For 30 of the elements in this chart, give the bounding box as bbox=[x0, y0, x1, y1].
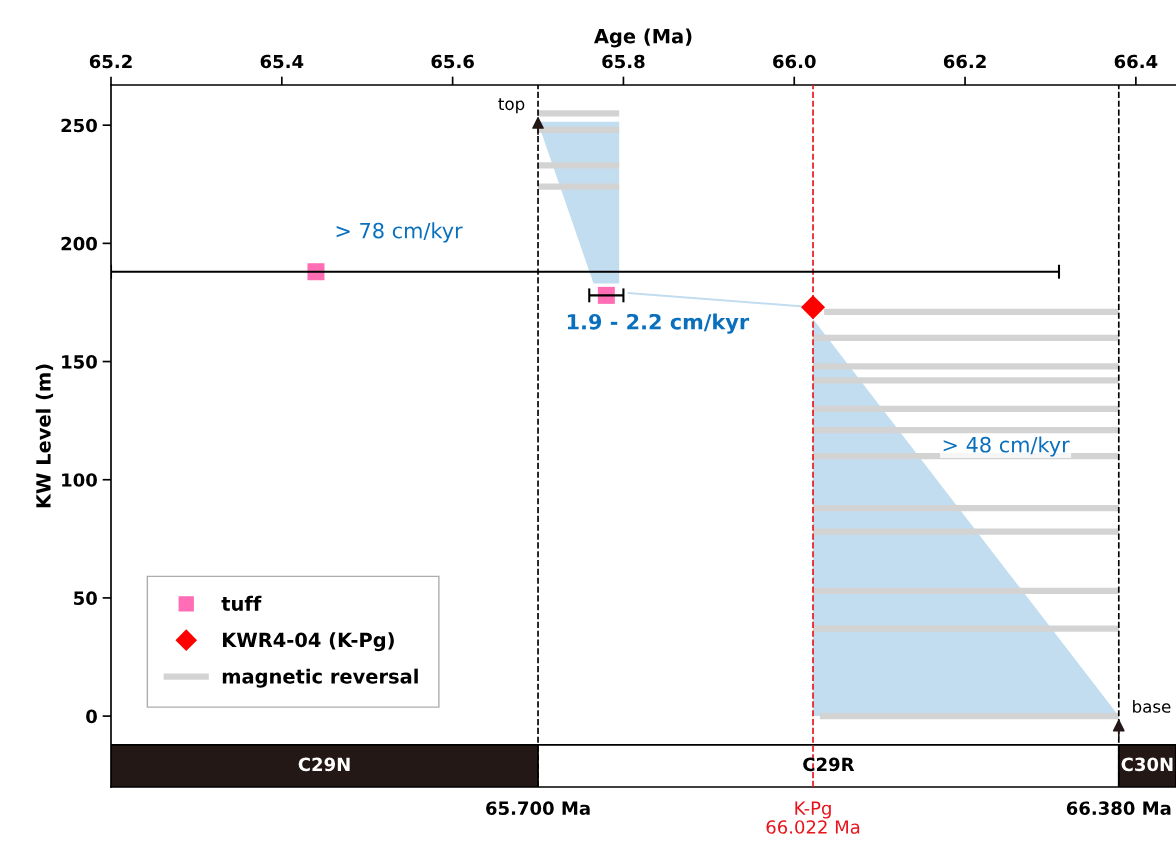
x-tick-label: 65.8 bbox=[602, 54, 645, 69]
legend-label: tuff bbox=[221, 595, 262, 611]
annotation: base bbox=[1133, 699, 1171, 713]
ref-line-label: 65.700 Ma bbox=[486, 801, 590, 816]
y-tick-label: 100 bbox=[62, 473, 97, 487]
x-tick-label: 66.4 bbox=[1114, 54, 1158, 69]
ref-line-label: 66.380 Ma bbox=[1066, 801, 1171, 816]
x-tick-label: 65.6 bbox=[431, 54, 474, 69]
point bbox=[801, 295, 826, 320]
y-tick-label: 50 bbox=[74, 591, 97, 606]
x-tick-label: 65.2 bbox=[89, 54, 132, 69]
ref-line-label: K-Pg 66.022 Ma bbox=[766, 801, 860, 834]
annotation: > 48 cm/kyr bbox=[943, 436, 1070, 457]
y-tick-label: 0 bbox=[86, 709, 97, 724]
x-tick-label: 65.4 bbox=[260, 54, 304, 69]
x-tick-label: 66.0 bbox=[773, 54, 816, 69]
legend-label: KWR4-04 (K-Pg) bbox=[223, 632, 394, 652]
annotation: top bbox=[498, 98, 525, 114]
y-tick-label: 200 bbox=[61, 236, 97, 251]
y-axis-title: KW Level (m) bbox=[35, 364, 54, 508]
band-label: C29R bbox=[803, 757, 855, 772]
annotation: > 78 cm/kyr bbox=[336, 222, 463, 243]
band-label: C30N bbox=[1121, 757, 1173, 772]
legend-label: magnetic reversal bbox=[222, 668, 418, 688]
y-tick-label: 250 bbox=[61, 118, 97, 133]
x-tick-label: 66.2 bbox=[943, 54, 986, 69]
band-label: C29N bbox=[298, 757, 350, 772]
y-tick-label: 150 bbox=[62, 355, 97, 369]
annotation: 1.9 - 2.2 cm/kyr bbox=[567, 313, 750, 334]
x-axis-title: Age (Ma) bbox=[594, 28, 692, 48]
